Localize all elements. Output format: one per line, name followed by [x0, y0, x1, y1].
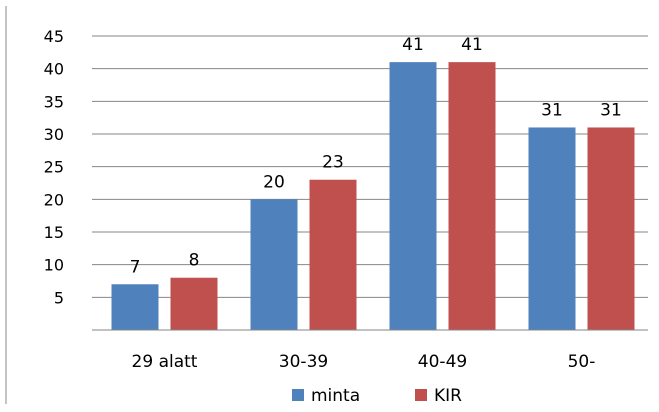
- y-tick-label: 5: [54, 288, 64, 307]
- x-category-label: 30-39: [279, 352, 328, 372]
- y-tick-label: 30: [44, 125, 64, 144]
- data-label: 7: [130, 257, 141, 277]
- legend-label: minta: [311, 386, 360, 406]
- x-axis-labels: 29 alatt 30-39 40-49 50-: [132, 352, 596, 372]
- data-label: 8: [189, 251, 200, 271]
- data-label: 41: [461, 35, 483, 55]
- legend-swatch-kir: [415, 389, 427, 401]
- bar-kir: [309, 179, 357, 330]
- bars-group: [111, 62, 635, 331]
- x-category-label: 50-: [568, 352, 596, 372]
- y-tick-label: 25: [44, 158, 64, 177]
- bar-minta: [111, 284, 159, 330]
- y-tick-label: 40: [44, 60, 64, 79]
- y-tick-label: 20: [44, 190, 64, 209]
- bar-minta: [389, 62, 437, 331]
- data-label: 31: [541, 100, 563, 120]
- legend-label: KIR: [434, 386, 462, 406]
- data-label: 31: [600, 100, 622, 120]
- legend: minta KIR: [292, 386, 462, 406]
- bar-minta: [528, 127, 576, 330]
- data-label: 23: [322, 153, 344, 173]
- data-label: 41: [402, 35, 424, 55]
- data-labels: 7 8 20 23 41 41 31 31: [130, 35, 622, 277]
- y-tick-label: 45: [44, 27, 64, 46]
- y-tick-label: 15: [44, 223, 64, 242]
- y-axis-labels: 45 40 35 30 25 20 15 10 5: [44, 27, 64, 307]
- x-category-label: 40-49: [418, 352, 467, 372]
- bar-kir: [448, 62, 496, 331]
- legend-swatch-minta: [292, 389, 304, 401]
- y-tick-label: 35: [44, 92, 64, 111]
- data-label: 20: [263, 172, 285, 192]
- bar-kir: [170, 277, 218, 330]
- bar-kir: [587, 127, 635, 330]
- bar-minta: [250, 199, 298, 330]
- y-tick-label: 10: [44, 256, 64, 275]
- x-category-label: 29 alatt: [132, 352, 198, 372]
